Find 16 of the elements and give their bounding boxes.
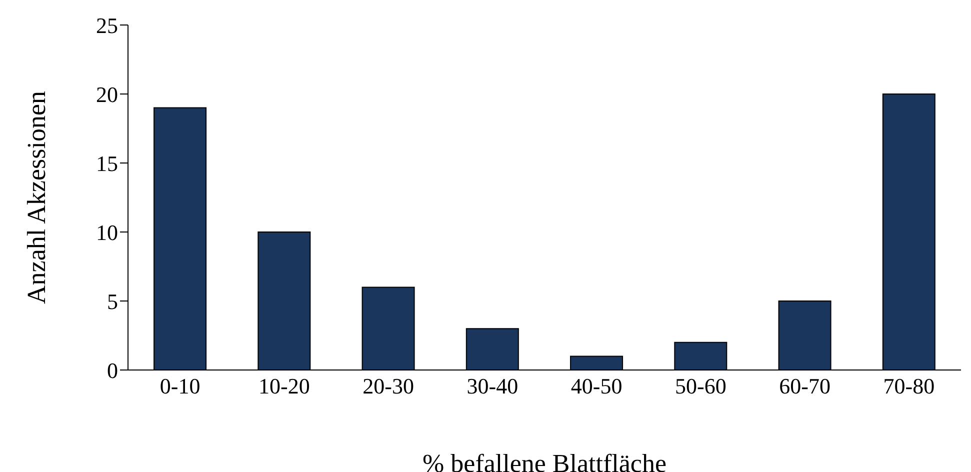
- y-tick-label: 15: [96, 150, 118, 176]
- y-axis-title: Anzahl Akzessionen: [22, 90, 52, 304]
- y-tick-label: 20: [96, 82, 118, 107]
- x-axis-title: % befallene Blattfläche: [422, 449, 666, 472]
- x-tick-label: 30-40: [466, 374, 518, 399]
- x-tick-label: 40-50: [570, 374, 622, 399]
- x-tick-label: 20-30: [362, 374, 414, 399]
- x-tick-label: 60-70: [779, 374, 830, 399]
- y-tick-label: 5: [107, 288, 118, 314]
- x-tick-label: 10-20: [258, 374, 310, 399]
- x-tick-label: 0-10: [160, 374, 200, 399]
- y-tick-label: 25: [96, 12, 118, 38]
- y-tick-label: 0: [107, 358, 118, 383]
- y-tick-label: 10: [96, 220, 118, 245]
- x-tick-label: 50-60: [675, 374, 726, 399]
- x-tick-label: 70-80: [883, 374, 935, 399]
